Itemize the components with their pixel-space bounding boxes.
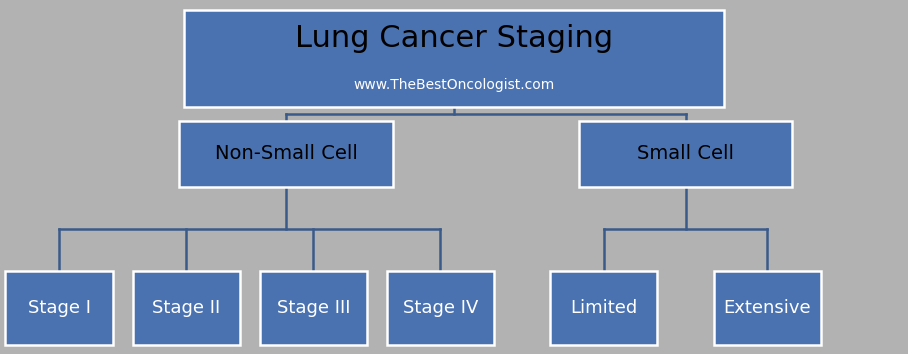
Text: Stage IV: Stage IV [402,299,479,317]
Text: Non-Small Cell: Non-Small Cell [214,144,358,164]
FancyBboxPatch shape [260,271,367,345]
FancyBboxPatch shape [714,271,821,345]
FancyBboxPatch shape [550,271,657,345]
FancyBboxPatch shape [387,271,494,345]
FancyBboxPatch shape [5,271,113,345]
FancyBboxPatch shape [183,10,725,107]
Text: Extensive: Extensive [724,299,811,317]
Text: Stage III: Stage III [277,299,350,317]
Text: Limited: Limited [570,299,637,317]
Text: Stage I: Stage I [27,299,91,317]
Text: Lung Cancer Staging: Lung Cancer Staging [295,24,613,53]
Text: www.TheBestOncologist.com: www.TheBestOncologist.com [353,78,555,92]
Text: Stage II: Stage II [152,299,221,317]
FancyBboxPatch shape [180,121,392,187]
Text: Small Cell: Small Cell [637,144,734,164]
FancyBboxPatch shape [579,121,792,187]
FancyBboxPatch shape [133,271,240,345]
